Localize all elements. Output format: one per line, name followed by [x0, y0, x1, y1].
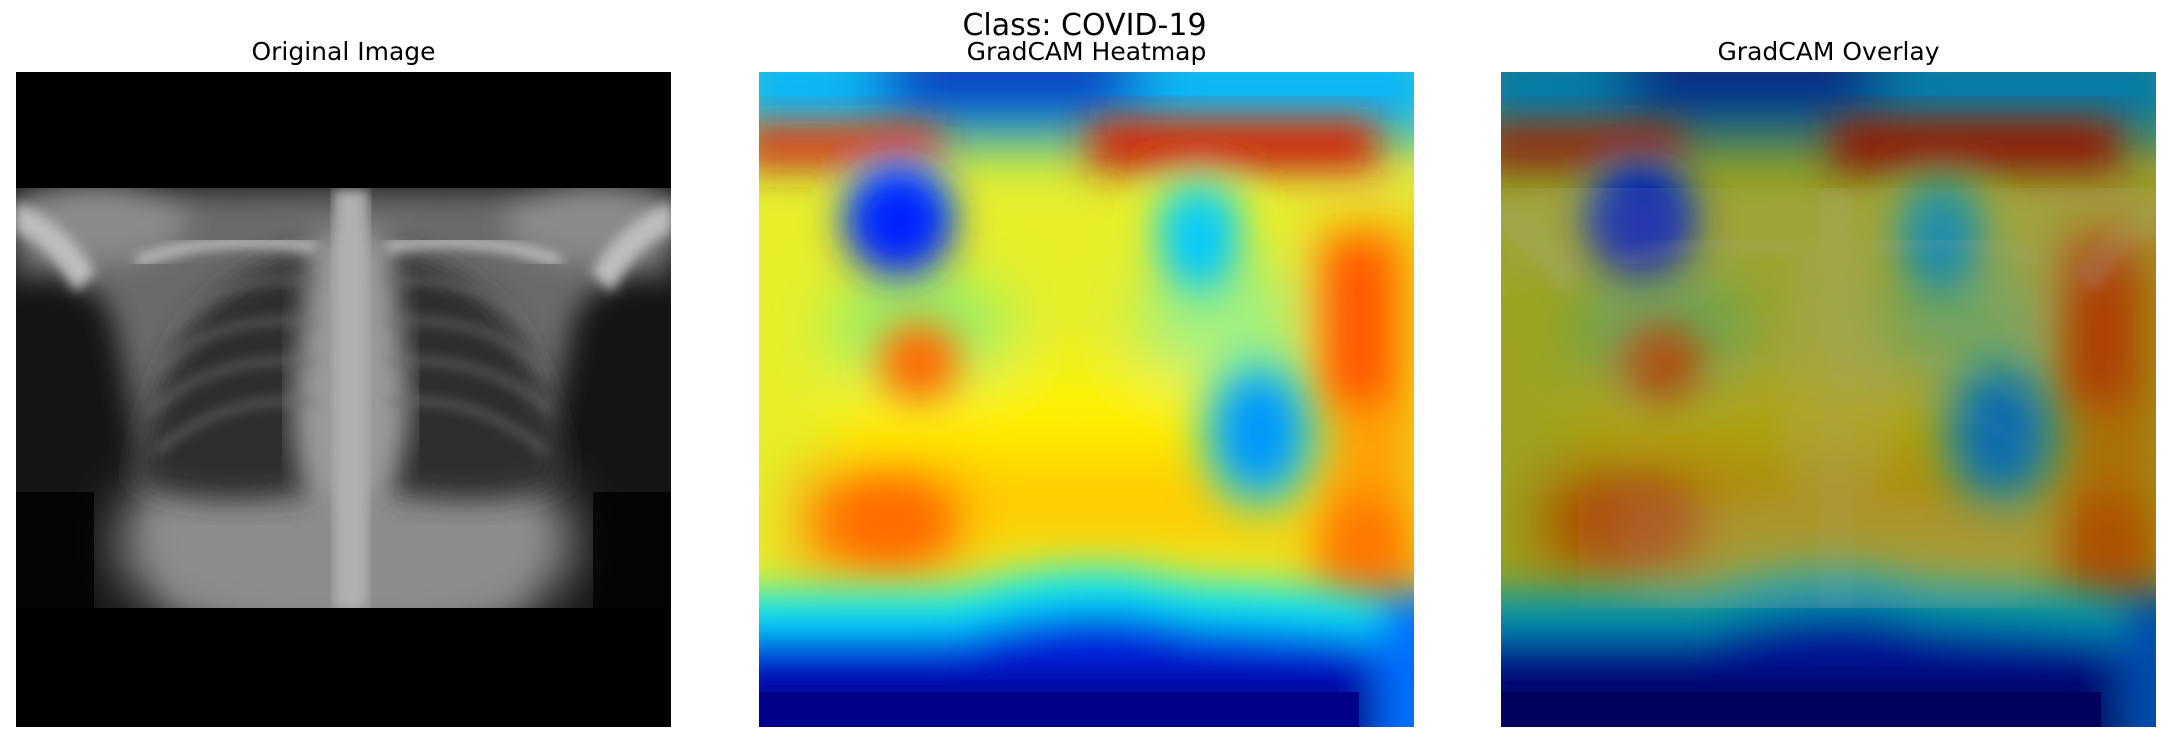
overlay-image	[1501, 72, 2156, 727]
gradcam-heatmap-panel	[759, 72, 1414, 727]
figure-title: Class: COVID-19	[962, 8, 1207, 43]
original-image-panel	[16, 72, 671, 727]
xray-image	[16, 72, 671, 727]
panel-title-original: Original Image	[251, 37, 436, 66]
heatmap-image	[759, 72, 1414, 727]
panel-title-heatmap: GradCAM Heatmap	[966, 37, 1207, 66]
panel-title-overlay: GradCAM Overlay	[1717, 37, 1940, 66]
gradcam-overlay-panel	[1501, 72, 2156, 727]
